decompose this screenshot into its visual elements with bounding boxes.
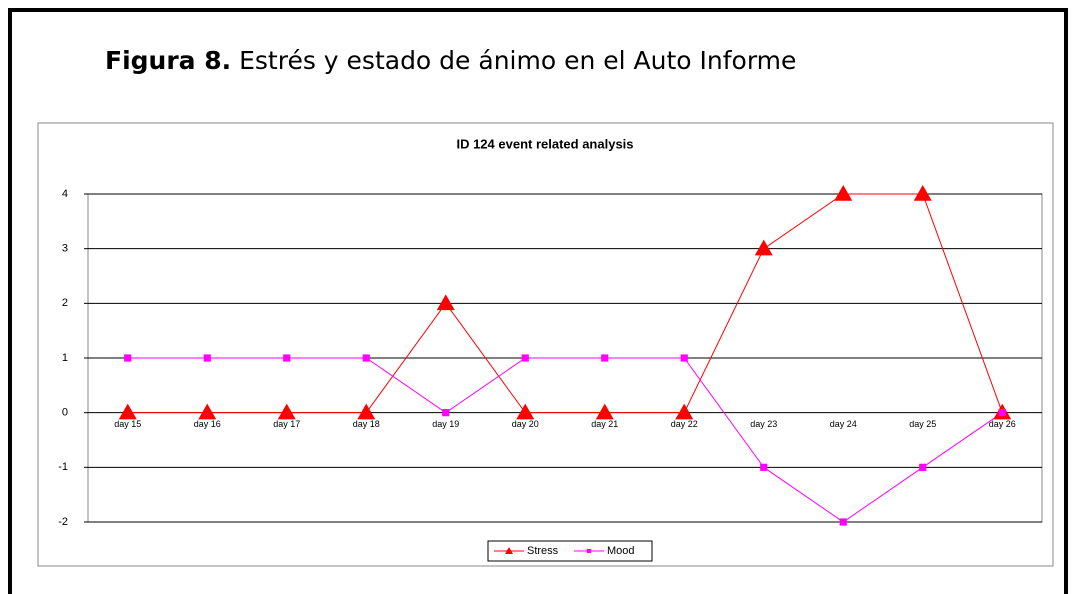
caption-label: Figura 8. bbox=[105, 46, 231, 75]
x-tick-label: day 22 bbox=[671, 419, 698, 429]
data-point bbox=[283, 354, 291, 362]
data-point bbox=[675, 403, 694, 420]
data-point bbox=[760, 463, 768, 471]
x-tick-label: day 23 bbox=[750, 419, 777, 429]
legend-label: Mood bbox=[607, 545, 635, 557]
legend-box bbox=[487, 540, 653, 562]
data-point bbox=[595, 403, 614, 420]
x-tick-label: day 17 bbox=[273, 419, 300, 429]
x-tick-label: day 15 bbox=[114, 419, 141, 429]
x-tick-label: day 21 bbox=[591, 419, 618, 429]
x-tick-label: day 16 bbox=[194, 419, 221, 429]
data-point bbox=[521, 354, 529, 362]
y-tick-label: 3 bbox=[62, 243, 68, 255]
x-tick-label: day 25 bbox=[909, 419, 936, 429]
data-point bbox=[516, 403, 535, 420]
series-line bbox=[127, 357, 1003, 523]
x-tick-label: day 24 bbox=[830, 419, 857, 429]
data-point bbox=[203, 354, 211, 362]
data-point bbox=[198, 403, 217, 420]
caption: Figura 8. Estrés y estado de ánimo en el… bbox=[105, 46, 796, 75]
y-tick-label: 2 bbox=[62, 297, 68, 309]
data-point bbox=[913, 185, 932, 201]
data-point bbox=[680, 354, 688, 362]
chart-title: ID 124 event related analysis bbox=[456, 136, 633, 151]
data-point bbox=[124, 354, 132, 362]
y-tick-label: -1 bbox=[58, 461, 68, 473]
y-tick-label: 0 bbox=[62, 407, 68, 419]
data-point bbox=[839, 518, 847, 526]
data-point bbox=[357, 403, 376, 420]
x-tick-label: day 20 bbox=[512, 419, 539, 429]
x-tick-label: day 18 bbox=[353, 419, 380, 429]
legend-label: Stress bbox=[527, 545, 559, 557]
data-point bbox=[442, 409, 450, 417]
y-tick-label: 1 bbox=[62, 352, 68, 364]
data-point bbox=[362, 354, 370, 362]
caption-text: Estrés y estado de ánimo en el Auto Info… bbox=[239, 46, 796, 75]
data-point bbox=[601, 354, 609, 362]
x-tick-label: day 26 bbox=[989, 419, 1016, 429]
data-point bbox=[998, 409, 1006, 417]
frame bbox=[8, 8, 1068, 594]
y-tick-label: -2 bbox=[58, 516, 68, 528]
y-tick-label: 4 bbox=[62, 188, 68, 200]
data-point bbox=[118, 403, 137, 420]
data-point bbox=[834, 185, 853, 201]
data-point bbox=[919, 463, 927, 471]
series-line bbox=[127, 193, 1003, 414]
legend-marker bbox=[586, 548, 592, 554]
data-point bbox=[277, 403, 296, 420]
data-point bbox=[436, 294, 455, 311]
x-tick-label: day 19 bbox=[432, 419, 459, 429]
data-point bbox=[754, 239, 773, 256]
legend-marker bbox=[505, 547, 513, 554]
